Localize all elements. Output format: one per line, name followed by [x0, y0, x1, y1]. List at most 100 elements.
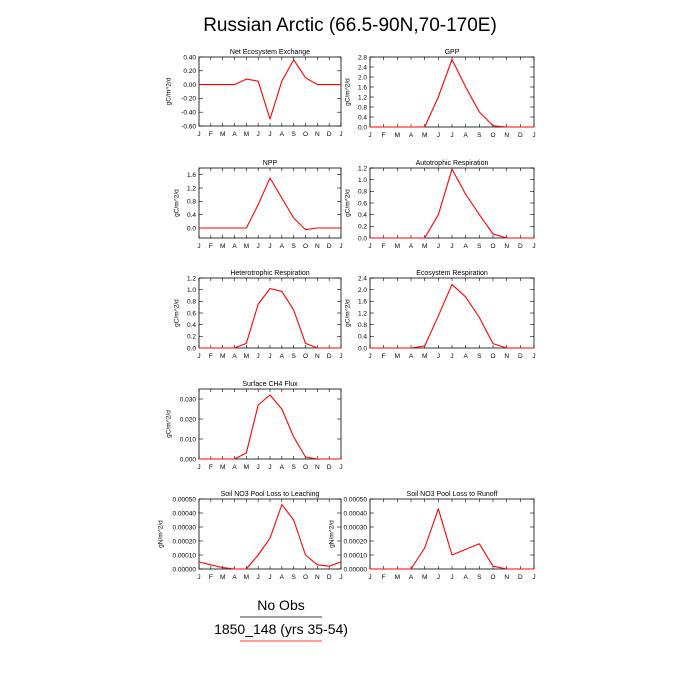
panel-title: Net Ecosystem Exchange: [230, 49, 310, 56]
x-tick-label: M: [422, 243, 427, 250]
x-tick-label: J: [532, 132, 535, 139]
x-tick-label: M: [244, 464, 249, 471]
x-tick-label: J: [437, 132, 440, 139]
y-tick-label: 0.00030: [344, 524, 368, 531]
x-tick-label: A: [463, 243, 468, 250]
x-tick-label: M: [422, 353, 427, 360]
x-tick-label: N: [504, 353, 509, 360]
y-axis-label: gC/m^2/d: [344, 189, 351, 217]
x-tick-label: S: [291, 131, 296, 138]
x-tick-label: M: [244, 131, 249, 138]
x-tick-label: O: [303, 243, 308, 250]
series-line: [199, 287, 341, 349]
y-tick-label: 1.2: [187, 275, 196, 282]
y-tick-label: 1.2: [358, 165, 367, 172]
panel-2: GPP J F M A M J J A S O N D J 2.8 2.4 2.0 1.6 1.2 0.8 0.4 0.0…: [344, 49, 535, 139]
x-tick-label: N: [315, 353, 320, 360]
x-tick-label: F: [209, 243, 213, 250]
y-tick-label: 0.2: [187, 334, 196, 341]
y-tick-label: 1.2: [358, 310, 367, 317]
panel-4: Autotrophic Respiration J F M A M J J A S O N D J 1.2 1…: [344, 160, 535, 250]
x-tick-label: J: [257, 464, 260, 471]
x-tick-label: J: [368, 574, 371, 581]
x-tick-label: D: [327, 574, 332, 581]
x-tick-label: J: [532, 574, 535, 581]
panel-title: Autotrophic Respiration: [416, 160, 489, 167]
x-tick-label: A: [232, 574, 237, 581]
x-tick-label: M: [220, 574, 225, 581]
x-tick-label: J: [268, 353, 271, 360]
y-axis-label: gC/m^2/d: [344, 78, 351, 106]
x-tick-label: J: [257, 574, 260, 581]
y-tick-label: 0.4: [358, 212, 367, 219]
y-axis-label: gC/m^2/d: [344, 299, 351, 327]
x-tick-label: S: [477, 132, 482, 139]
x-tick-label: S: [291, 464, 296, 471]
x-tick-label: M: [220, 131, 225, 138]
panel-title: NPP: [263, 160, 278, 167]
x-tick-label: F: [209, 131, 213, 138]
x-tick-label: S: [477, 574, 482, 581]
x-tick-label: N: [504, 574, 509, 581]
y-tick-label: 0.4: [187, 212, 196, 219]
x-tick-label: S: [291, 574, 296, 581]
x-tick-label: A: [280, 353, 285, 360]
x-tick-label: F: [382, 243, 386, 250]
x-tick-label: M: [220, 464, 225, 471]
x-tick-label: J: [368, 243, 371, 250]
y-tick-label: 0.2: [358, 224, 367, 231]
x-tick-label: J: [197, 353, 200, 360]
x-tick-label: O: [490, 353, 495, 360]
x-tick-label: J: [532, 353, 535, 360]
x-tick-label: O: [303, 131, 308, 138]
y-tick-label: 0.0: [358, 345, 367, 352]
x-tick-label: J: [450, 574, 453, 581]
x-tick-label: A: [409, 574, 414, 581]
x-tick-label: O: [490, 243, 495, 250]
x-tick-label: M: [244, 243, 249, 250]
y-tick-label: 0.00040: [173, 510, 197, 517]
x-tick-label: D: [518, 574, 523, 581]
x-tick-label: J: [268, 574, 271, 581]
x-tick-label: J: [532, 243, 535, 250]
series-line: [199, 177, 341, 231]
y-tick-label: -0.20: [181, 96, 196, 103]
x-tick-label: M: [395, 243, 400, 250]
y-tick-label: 0.000: [180, 456, 197, 463]
x-tick-label: F: [382, 574, 386, 581]
y-tick-label: 2.4: [358, 64, 367, 71]
x-tick-label: S: [291, 353, 296, 360]
y-axis-label: gC/m^2/d: [166, 410, 173, 438]
x-tick-label: A: [409, 243, 414, 250]
y-tick-label: 0.020: [180, 416, 197, 423]
y-tick-label: 1.6: [358, 84, 367, 91]
x-tick-label: A: [232, 243, 237, 250]
y-tick-label: 0.00010: [344, 552, 368, 559]
y-axis-label: gN/m^2/d: [158, 520, 165, 548]
y-tick-label: 0.00: [183, 82, 196, 89]
y-tick-label: 0.6: [187, 310, 196, 317]
y-tick-label: 2.8: [358, 54, 367, 61]
x-tick-label: A: [463, 353, 468, 360]
panel-title: Surface CH4 Flux: [242, 381, 298, 388]
x-tick-label: J: [197, 243, 200, 250]
x-tick-label: J: [339, 243, 342, 250]
x-tick-label: M: [220, 353, 225, 360]
x-tick-label: S: [291, 243, 296, 250]
x-tick-label: A: [463, 574, 468, 581]
x-tick-label: J: [339, 574, 342, 581]
x-tick-label: F: [382, 132, 386, 139]
y-tick-label: 2.0: [358, 74, 367, 81]
legend: No Obs 1850_148 (yrs 35-54): [214, 597, 348, 642]
x-tick-label: N: [315, 131, 320, 138]
x-tick-label: S: [477, 353, 482, 360]
x-tick-label: S: [477, 243, 482, 250]
x-tick-label: N: [315, 243, 320, 250]
y-tick-label: 0.030: [180, 396, 197, 403]
x-tick-label: J: [339, 464, 342, 471]
legend-label-obs: No Obs: [257, 597, 304, 613]
y-tick-label: 0.00000: [344, 566, 368, 573]
y-tick-label: 0.6: [358, 200, 367, 207]
